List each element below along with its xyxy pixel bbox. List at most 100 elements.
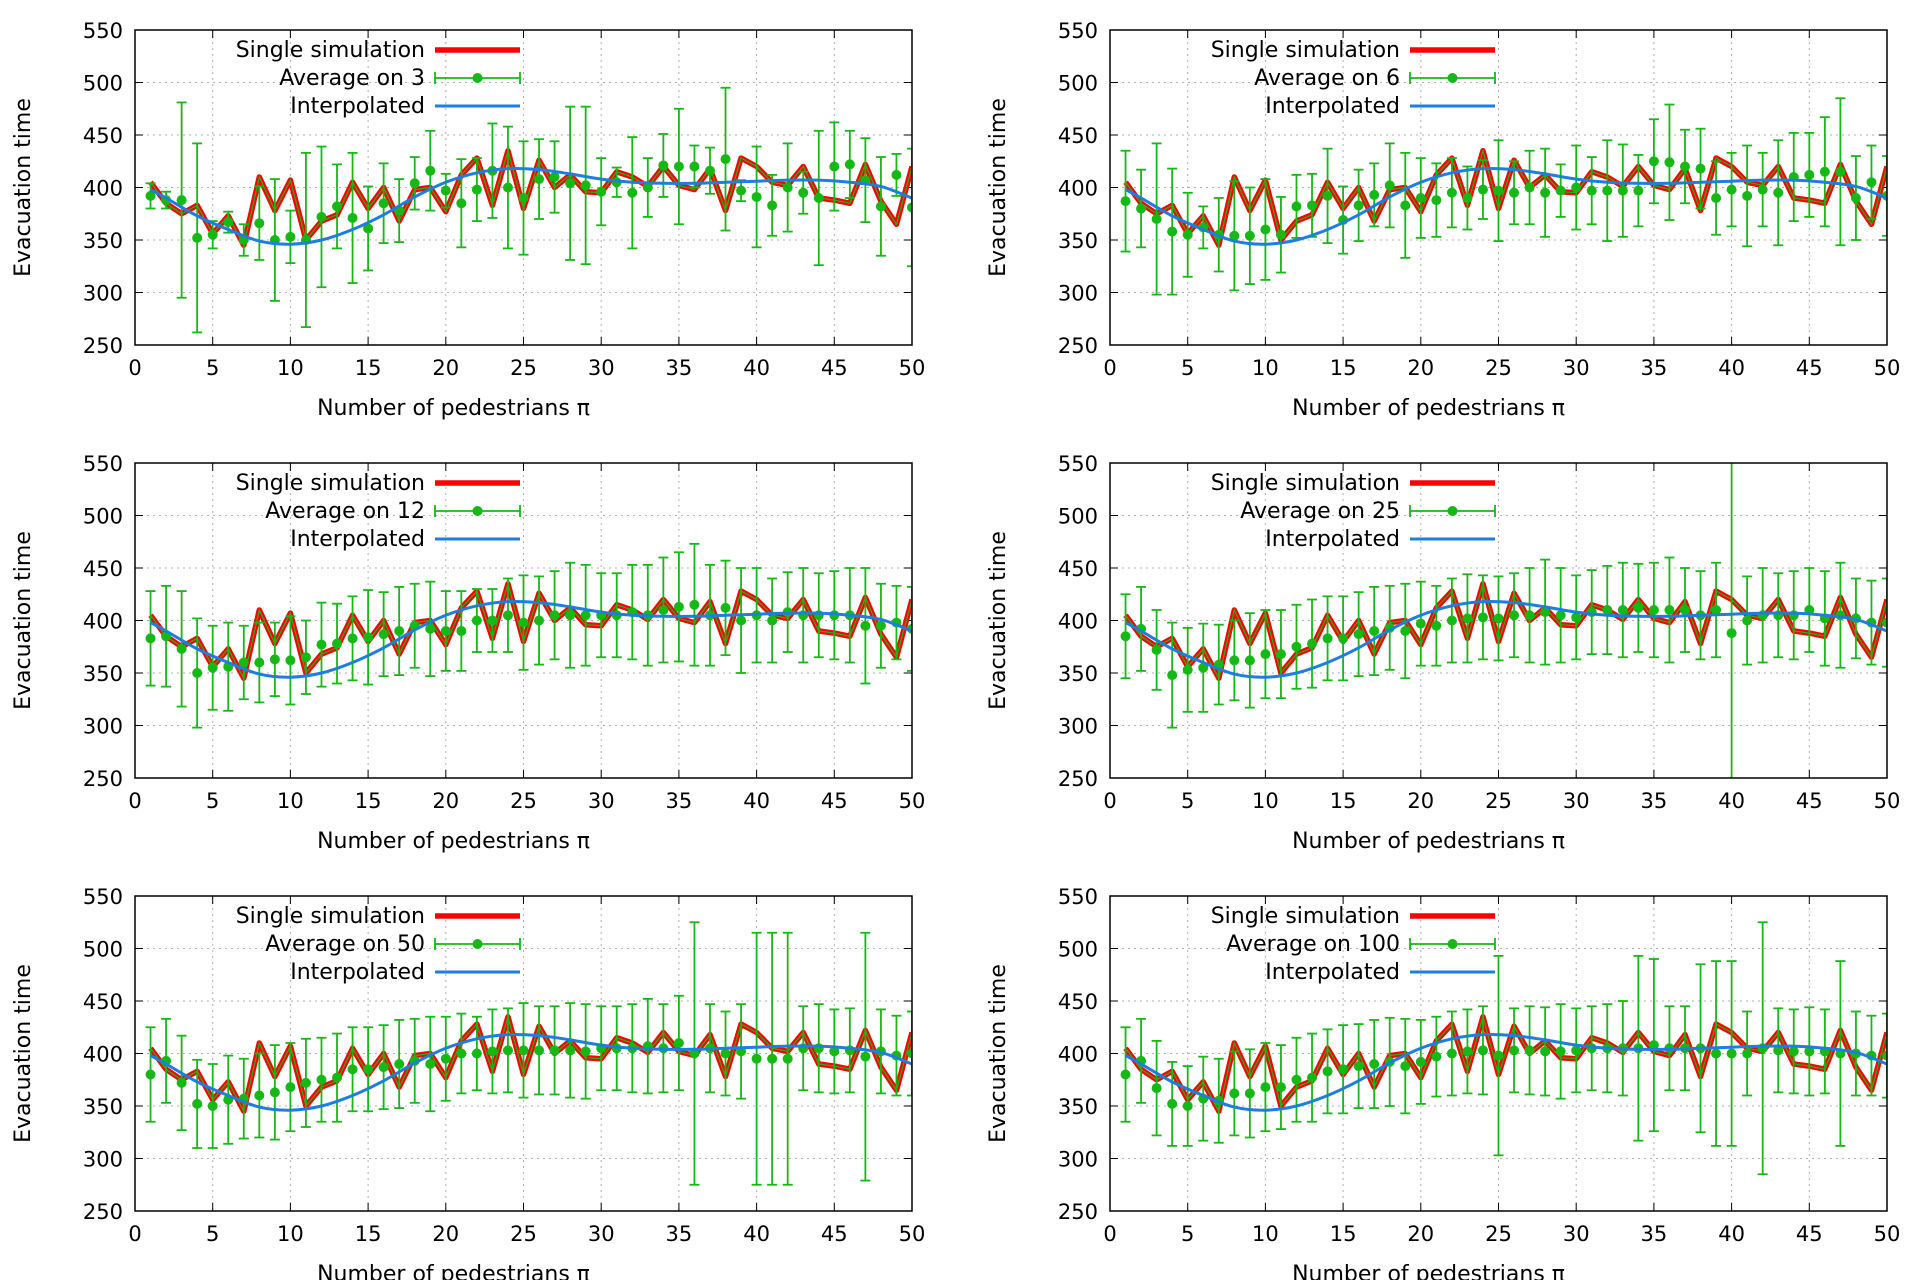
series-single-simulation-line [1123, 1014, 1887, 1114]
x-tick-label: 10 [1252, 789, 1279, 813]
y-tick-label: 300 [1058, 1148, 1098, 1172]
data-point-average [1586, 185, 1597, 196]
y-tick-label: 400 [1058, 1043, 1098, 1067]
data-point-average [207, 1101, 218, 1111]
data-point-average [1291, 201, 1302, 212]
legend: Single simulation Average on 6 Interpolate… [1211, 38, 1496, 119]
series-trace-line [1125, 1014, 1887, 1113]
data-point-average [285, 231, 296, 242]
x-tick-label: 20 [1407, 1222, 1434, 1246]
data-point-average [487, 615, 498, 626]
data-point-average [1415, 618, 1426, 629]
data-point-average [363, 632, 374, 643]
data-point-average [1369, 1059, 1380, 1069]
legend: Single simulation Average on 3 Interpolate… [236, 38, 521, 119]
data-point-average [1477, 612, 1488, 623]
data-point-average [1338, 1064, 1349, 1075]
data-point-average [1804, 169, 1815, 180]
data-point-average [1275, 649, 1286, 660]
y-tick-label: 300 [83, 715, 123, 739]
data-point-average [1477, 184, 1488, 195]
data-point-average [207, 662, 218, 673]
data-point-average [425, 1059, 436, 1069]
data-point-average [347, 633, 358, 644]
data-point-average [596, 186, 607, 197]
x-axis-label: Number of pedestrians π [317, 396, 590, 421]
data-point-average [300, 1077, 311, 1088]
data-point-average [1198, 662, 1209, 673]
data-point-average [534, 1045, 545, 1056]
data-point-average [269, 654, 280, 665]
x-tick-label: 50 [1874, 789, 1901, 813]
data-point-average [1882, 617, 1887, 628]
data-point-average [1275, 1082, 1286, 1093]
data-point-average [1493, 1050, 1504, 1061]
y-tick-label: 550 [1058, 452, 1098, 476]
data-point-average [1524, 1045, 1535, 1056]
x-tick-label: 10 [1252, 356, 1279, 380]
data-point-average [580, 610, 591, 621]
x-tick-label: 0 [128, 356, 141, 380]
data-point-average [456, 626, 467, 636]
x-tick-label: 35 [1641, 1222, 1668, 1246]
data-point-average [471, 615, 482, 626]
y-tick-label: 450 [83, 557, 123, 581]
y-tick-label: 450 [1058, 990, 1098, 1014]
data-point-average [456, 198, 467, 209]
x-tick-label: 50 [1874, 356, 1901, 380]
data-point-average [1509, 1045, 1520, 1056]
data-point-average [332, 201, 343, 212]
data-point-average [332, 638, 343, 649]
plot-area [145, 921, 912, 1186]
x-tick-label: 45 [821, 356, 848, 380]
y-tick-label: 250 [1058, 334, 1098, 358]
data-point-average [1571, 612, 1582, 623]
data-point-average [1182, 1101, 1193, 1111]
data-point-average [1571, 1045, 1582, 1056]
data-point-average [1353, 200, 1364, 211]
data-point-average [1742, 1048, 1753, 1059]
data-point-average [627, 187, 638, 198]
data-point-average [1711, 1048, 1722, 1059]
data-point-average [192, 1098, 203, 1109]
data-point-average [176, 1077, 187, 1088]
data-point-average [1307, 638, 1318, 649]
data-point-average [425, 623, 436, 634]
data-point-average [238, 657, 249, 668]
series-trace-line [150, 148, 912, 247]
x-tick-label: 25 [1485, 356, 1512, 380]
data-point-average [1400, 1061, 1411, 1072]
data-point-average [363, 1064, 374, 1075]
data-point-average [1384, 180, 1395, 191]
data-point-average [767, 1053, 778, 1064]
legend-label-3: Interpolated [1265, 527, 1400, 552]
data-point-average [1540, 607, 1551, 618]
data-point-average [1773, 1045, 1784, 1056]
data-point-average [1369, 189, 1380, 200]
x-tick-label: 35 [666, 356, 693, 380]
y-axis-label: Evacuation time [986, 98, 1011, 277]
data-point-average [1711, 193, 1722, 203]
data-point-average [736, 185, 747, 196]
data-point-average [580, 1046, 591, 1057]
y-tick-label: 500 [83, 938, 123, 962]
series-trace-line [1125, 581, 1887, 680]
x-tick-label: 45 [821, 789, 848, 813]
plot-frame [1109, 462, 1888, 779]
y-tick-label: 250 [1058, 1200, 1098, 1224]
y-tick-label: 300 [1058, 715, 1098, 739]
x-tick-label: 20 [432, 356, 459, 380]
data-point-average [1493, 613, 1504, 624]
x-tick-label: 15 [1330, 789, 1357, 813]
legend-label-1: Single simulation [1211, 471, 1400, 496]
data-point-average [829, 161, 840, 172]
data-point-average [347, 1064, 358, 1075]
data-point-average [1400, 200, 1411, 211]
data-point-average [720, 602, 731, 613]
data-point-average [1742, 190, 1753, 201]
x-axis-label: Number of pedestrians π [1292, 1262, 1565, 1280]
data-point-average [1509, 187, 1520, 198]
x-tick-label: 30 [1563, 789, 1590, 813]
x-tick-label: 30 [588, 1222, 615, 1246]
plot-frame [134, 895, 913, 1212]
